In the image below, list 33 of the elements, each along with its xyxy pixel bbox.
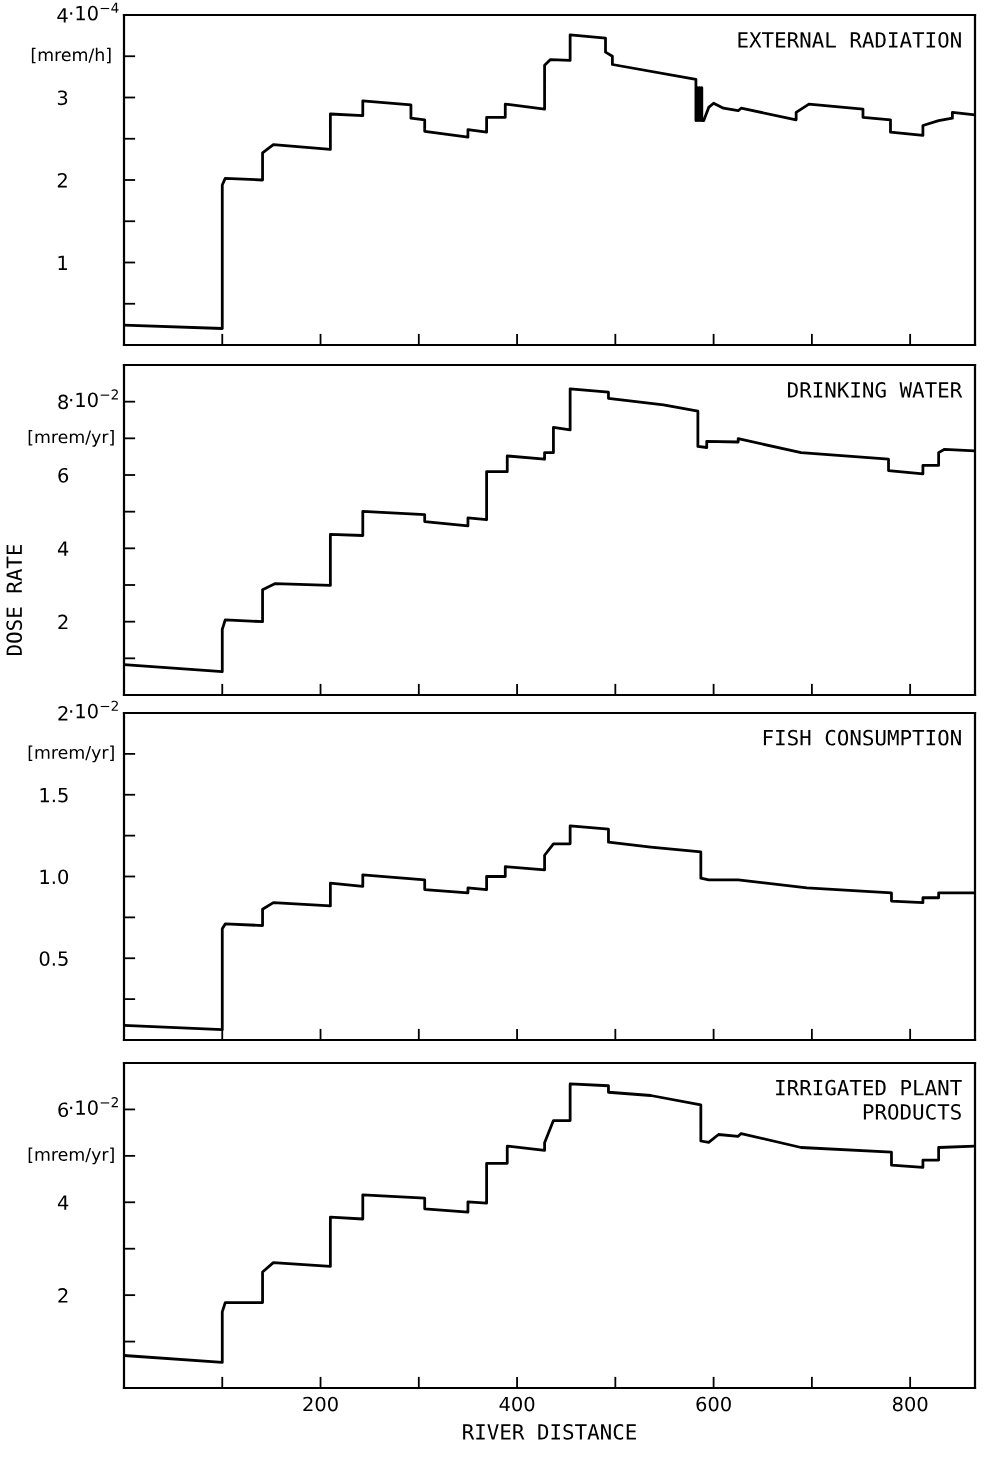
- y-axis-title: [mrem/yr]: [28, 429, 114, 447]
- y-tick-label: 1.5: [40, 787, 68, 803]
- text: ·10$^{−2}$: [70, 700, 118, 719]
- y-tick-label: 6: [58, 467, 69, 483]
- x-tick-label: 600: [696, 1396, 731, 1412]
- text: IRRIGATED PLANT PRODUCTS: [776, 1079, 962, 1120]
- text: DRINKING WATER: [788, 381, 963, 398]
- y-tick-label: 1: [58, 255, 67, 270]
- y-tick-label: 1.0: [40, 869, 69, 885]
- y-tick-label: 4: [57, 8, 68, 23]
- y-axis-title: [mrem/yr]: [28, 1147, 114, 1165]
- text: EXTERNAL RADIATION: [738, 31, 961, 48]
- y-tick-label: 2: [58, 705, 68, 721]
- x-tick-label: 800: [892, 1396, 928, 1412]
- text: DOSE RATE: [6, 544, 23, 656]
- y-axis-title: [mrem/yr]: [28, 745, 114, 763]
- y-tick-label: 2: [58, 1288, 68, 1303]
- text: ·10$^{−2}$: [70, 1097, 118, 1115]
- x-tick-label: 200: [303, 1396, 338, 1412]
- y-tick-label: 4: [57, 541, 69, 556]
- x-tick-label: 400: [499, 1396, 535, 1412]
- y-axis-title: [mrem/h]: [31, 47, 111, 64]
- y-tick-label: 2: [58, 614, 68, 630]
- y-tick-label: 3: [57, 90, 68, 106]
- text: ·10$^{−4}$: [70, 2, 119, 21]
- y-tick-label: 8: [58, 394, 68, 410]
- y-tick-label: 4: [57, 1195, 69, 1210]
- y-tick-label: 0.5: [39, 951, 68, 966]
- y-tick-label: 6: [58, 1102, 69, 1118]
- text: ·10$^{−2}$: [70, 389, 118, 408]
- y-tick-label: 2: [57, 172, 67, 188]
- x-axis-title: RIVER DISTANCE: [463, 1423, 636, 1440]
- text: FISH CONSUMPTION: [763, 729, 961, 746]
